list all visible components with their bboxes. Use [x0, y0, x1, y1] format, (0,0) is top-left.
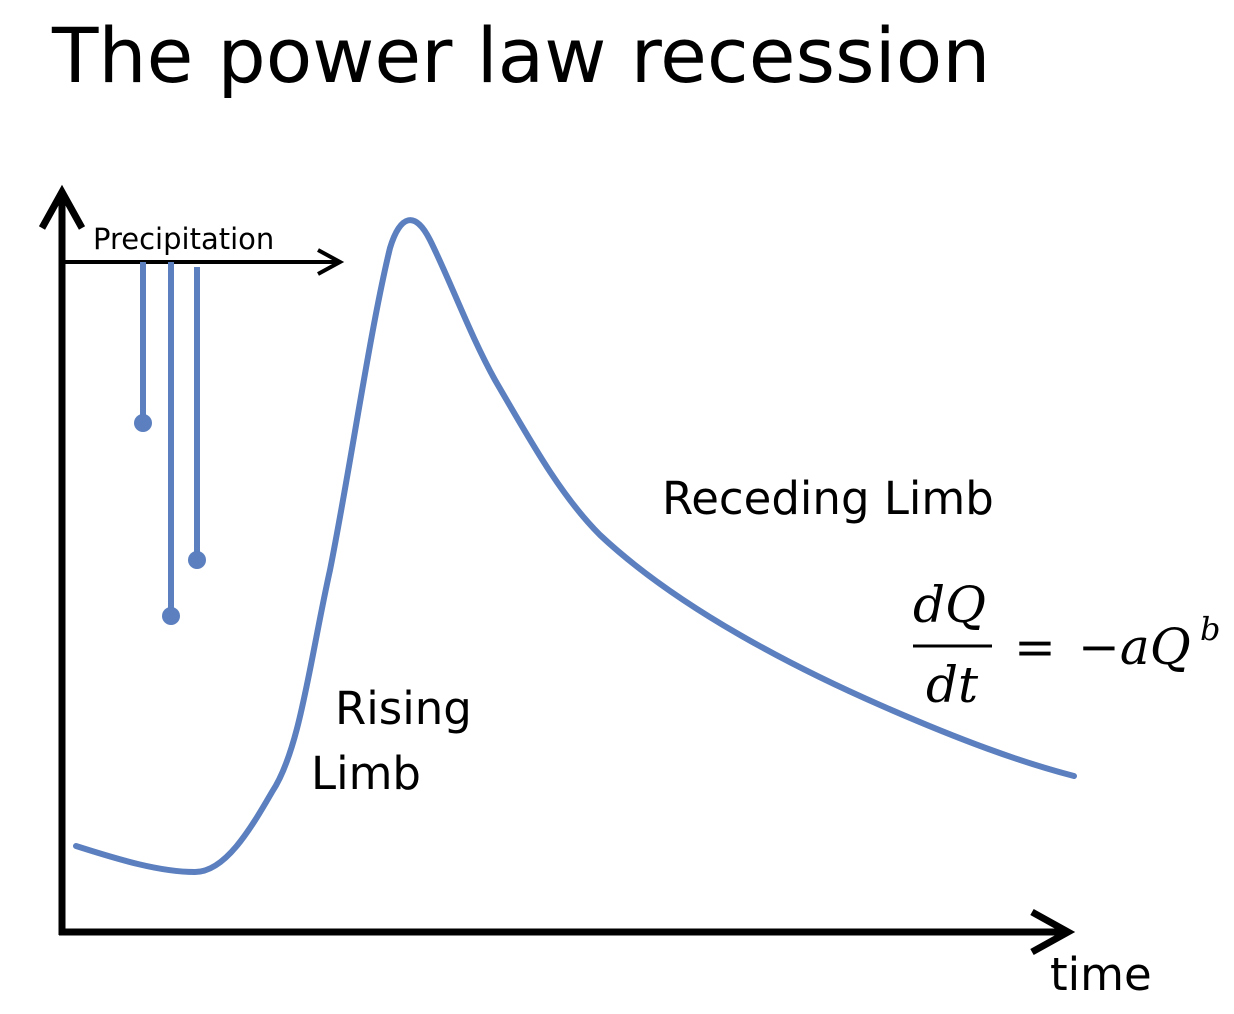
equation-denominator: dt: [926, 656, 979, 714]
precipitation-label: Precipitation: [93, 222, 274, 256]
equation-numerator: dQ: [913, 576, 986, 634]
rising-limb-label-line2: Limb: [311, 747, 421, 800]
precipitation-axis-arrowhead: [317, 248, 345, 276]
receding-limb-label: Receding Limb: [662, 472, 994, 525]
slide-title: The power law recession: [52, 11, 991, 100]
time-axis-label: time: [1050, 948, 1152, 1001]
hydrograph-curve: [73, 217, 1077, 875]
x-axis-arrowhead: [1030, 908, 1076, 956]
equation-equals: =: [1014, 618, 1056, 676]
recession-equation: dQ dt = −aQ b: [913, 576, 1220, 714]
equation-exponent: b: [1200, 610, 1220, 648]
rain-bar-1: [134, 262, 152, 432]
y-axis-arrowhead: [38, 184, 86, 230]
rising-limb-label-line1: Rising: [335, 682, 472, 735]
equation-rhs: −aQ: [1078, 618, 1191, 676]
rain-bar-3: [188, 267, 206, 569]
rain-bar-2: [162, 262, 180, 625]
